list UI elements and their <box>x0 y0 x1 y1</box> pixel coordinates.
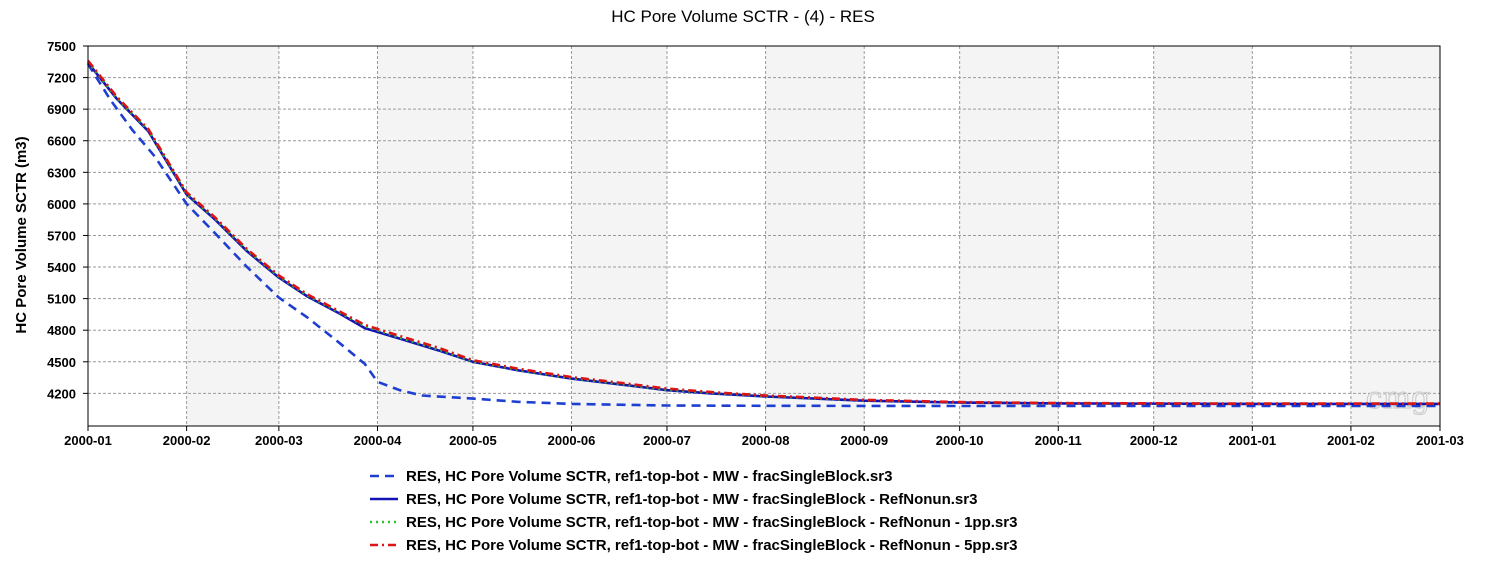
y-tick-label: 5100 <box>47 292 76 307</box>
legend-label-1: RES, HC Pore Volume SCTR, ref1-top-bot -… <box>406 468 892 485</box>
x-tick-label: 2000-09 <box>840 433 888 448</box>
series-layer <box>86 59 1440 408</box>
y-tick-label: 4800 <box>47 323 76 338</box>
cmg-watermark: cmg <box>1366 381 1430 416</box>
x-axis: 2000-01 2000-02 2000-03 2000-04 2000-05 2000-… <box>64 426 1464 448</box>
shaded-column <box>765 46 865 426</box>
y-axis-label: HC Pore Volume SCTR (m3) <box>13 136 30 333</box>
shaded-column <box>377 46 473 426</box>
x-tick-label: 2001-02 <box>1327 433 1375 448</box>
x-tick-label: 2001-01 <box>1228 433 1276 448</box>
x-tick-label: 2000-03 <box>255 433 303 448</box>
shaded-column <box>959 46 1059 426</box>
y-tick-label: 6900 <box>47 102 76 117</box>
x-tick-label: 2000-02 <box>163 433 211 448</box>
y-tick-label: 4200 <box>47 386 76 401</box>
grid-lines <box>87 45 1441 426</box>
y-tick-label: 5400 <box>47 260 76 275</box>
legend: RES, HC Pore Volume SCTR, ref1-top-bot -… <box>370 468 1017 554</box>
y-tick-label: 6000 <box>47 197 76 212</box>
x-tick-label: 2000-01 <box>64 433 112 448</box>
legend-label-3: RES, HC Pore Volume SCTR, ref1-top-bot -… <box>406 514 1017 531</box>
shaded-column <box>1153 46 1253 426</box>
x-tick-label: 2000-05 <box>449 433 497 448</box>
y-tick-label: 6600 <box>47 134 76 149</box>
series-line-1 <box>86 63 1440 408</box>
y-tick-label: 6300 <box>47 165 76 180</box>
x-tick-label: 2000-11 <box>1035 433 1082 448</box>
y-tick-label: 7500 <box>47 39 76 54</box>
x-tick-label: 2000-08 <box>742 433 790 448</box>
x-tick-label: 2000-04 <box>354 433 402 448</box>
legend-label-4: RES, HC Pore Volume SCTR, ref1-top-bot -… <box>406 537 1017 554</box>
x-tick-label: 2000-06 <box>548 433 596 448</box>
y-tick-label: 4500 <box>47 355 76 370</box>
series-line-4 <box>86 59 1440 405</box>
legend-label-2: RES, HC Pore Volume SCTR, ref1-top-bot -… <box>406 491 977 508</box>
chart-title: HC Pore Volume SCTR - (4) - RES <box>611 7 875 26</box>
x-tick-label: 2000-12 <box>1130 433 1178 448</box>
shaded-column <box>571 46 667 426</box>
x-tick-label: 2000-10 <box>936 433 984 448</box>
shaded-column <box>1350 46 1440 426</box>
y-axis: 4200 4500 4800 5100 5400 5700 6000 6300 6600 6900… <box>47 39 88 401</box>
x-tick-label: 2001-03 <box>1416 433 1464 448</box>
x-tick-label: 2000-07 <box>643 433 691 448</box>
y-tick-label: 5700 <box>47 228 76 243</box>
plot-frame <box>87 45 1441 427</box>
y-tick-label: 7200 <box>47 71 76 86</box>
